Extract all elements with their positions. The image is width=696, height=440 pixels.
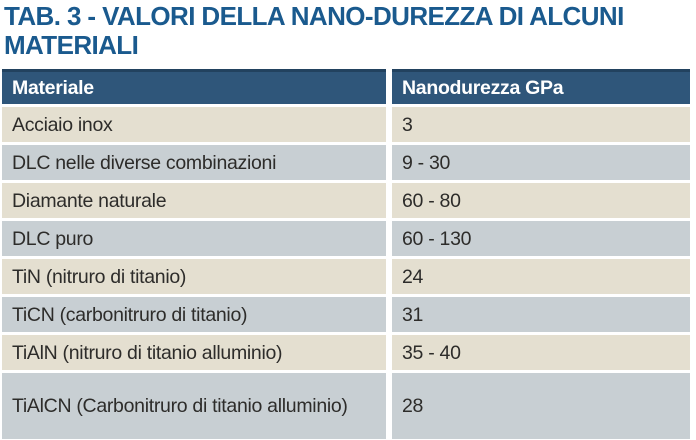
cell-materiale: TiAlN (nitruro di titanio alluminio) (2, 335, 386, 371)
cell-nanodurezza: 9 - 30 (392, 145, 690, 181)
cell-nanodurezza: 3 (392, 107, 690, 143)
cell-nanodurezza: 60 - 130 (392, 221, 690, 257)
cell-nanodurezza: 35 - 40 (392, 335, 690, 371)
cell-materiale: Acciaio inox (2, 107, 386, 143)
nano-hardness-table: Materiale Nanodurezza GPa Acciaio inox 3… (2, 69, 690, 440)
table-row: DLC nelle diverse combinazioni 9 - 30 (2, 145, 690, 181)
table-row: Acciaio inox 3 (2, 107, 690, 143)
table-row: TiN (nitruro di titanio) 24 (2, 259, 690, 295)
table-row: TiAlCN (Carbonitruro di titanio allumini… (2, 373, 690, 440)
table-row: DLC puro 60 - 130 (2, 221, 690, 257)
column-header-nanodurezza: Nanodurezza GPa (392, 69, 690, 105)
cell-materiale: DLC nelle diverse combinazioni (2, 145, 386, 181)
cell-nanodurezza: 24 (392, 259, 690, 295)
table-title-line1: TAB. 3 - VALORI DELLA NANO-DUREZZA DI AL… (4, 1, 624, 31)
table-row: TiAlN (nitruro di titanio alluminio) 35 … (2, 335, 690, 371)
cell-nanodurezza: 60 - 80 (392, 183, 690, 219)
cell-materiale: TiAlCN (Carbonitruro di titanio allumini… (2, 373, 386, 440)
table-header-row: Materiale Nanodurezza GPa (2, 69, 690, 105)
column-header-materiale: Materiale (2, 69, 386, 105)
cell-materiale: Diamante naturale (2, 183, 386, 219)
cell-nanodurezza: 28 (392, 373, 690, 440)
cell-nanodurezza: 31 (392, 297, 690, 333)
cell-materiale: TiN (nitruro di titanio) (2, 259, 386, 295)
table-title-line2: MATERIALI (4, 30, 139, 61)
cell-materiale: TiCN (carbonitruro di titanio) (2, 297, 386, 333)
table-row: Diamante naturale 60 - 80 (2, 183, 690, 219)
table-title: TAB. 3 - VALORI DELLA NANO-DUREZZA DI AL… (2, 1, 692, 61)
table-row: TiCN (carbonitruro di titanio) 31 (2, 297, 690, 333)
cell-materiale: DLC puro (2, 221, 386, 257)
